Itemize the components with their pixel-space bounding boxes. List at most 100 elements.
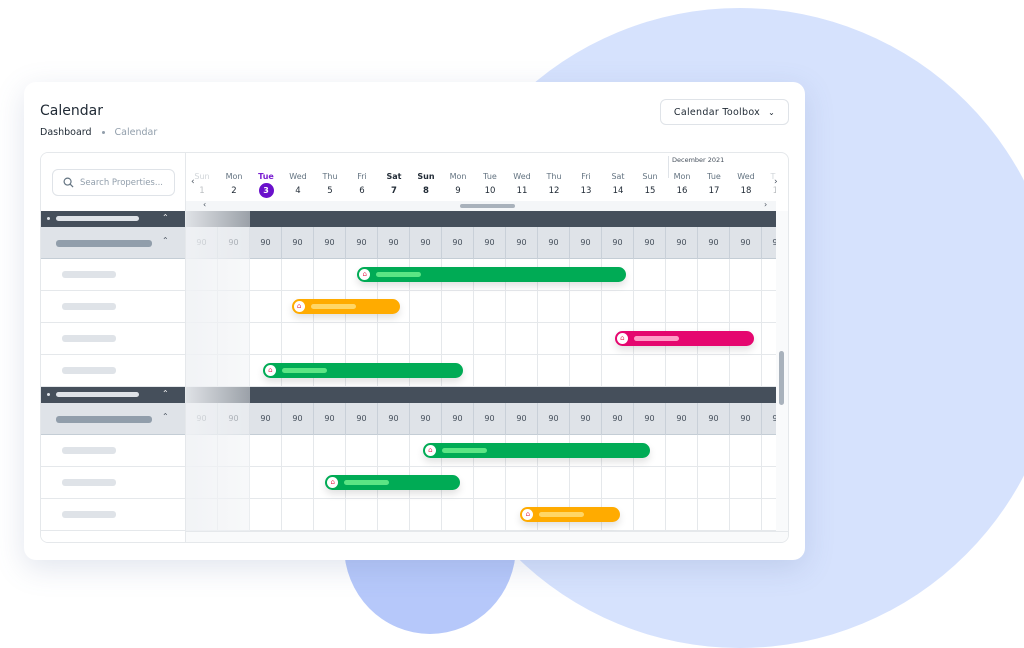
price-cell[interactable]: 90 [314, 403, 346, 435]
day-header[interactable]: Sun 8 [410, 172, 442, 196]
next-week-arrow[interactable]: › [774, 177, 778, 187]
price-cell[interactable]: 90 [378, 227, 410, 259]
group-header-row[interactable] [186, 211, 776, 227]
price-cell[interactable]: 90 [250, 227, 282, 259]
property-label-row[interactable] [41, 355, 185, 387]
price-cell[interactable]: 90 [634, 403, 666, 435]
property-label-row[interactable] [41, 467, 185, 499]
price-cell[interactable]: 90 [346, 227, 378, 259]
day-header[interactable]: Mon 16 [666, 172, 698, 196]
price-cell[interactable]: 90 [282, 227, 314, 259]
property-label-row[interactable] [41, 499, 185, 531]
group-header[interactable]: ⌃ [41, 387, 185, 403]
calendar-toolbox-button[interactable]: Calendar Toolbox ⌄ [660, 99, 789, 125]
day-header[interactable]: Fri 6 [346, 172, 378, 196]
vertical-scrollbar[interactable] [776, 211, 788, 531]
day-header[interactable]: Thu 19 [762, 172, 776, 196]
property-label-row[interactable] [41, 291, 185, 323]
price-cell[interactable]: 90 [282, 403, 314, 435]
price-cell[interactable]: 90 [538, 403, 570, 435]
group-header-row[interactable] [186, 387, 776, 403]
price-row: 90909090909090909090909090909090909090 [186, 403, 776, 435]
price-cell[interactable]: 90 [250, 403, 282, 435]
property-label-row[interactable] [41, 323, 185, 355]
price-cell[interactable]: 90 [378, 403, 410, 435]
search-input[interactable]: Search Properties... [52, 169, 175, 196]
price-cell[interactable]: 90 [442, 227, 474, 259]
booking-bar[interactable]: ⌂ [357, 267, 626, 282]
price-cell[interactable]: 90 [218, 403, 250, 435]
price-cell[interactable]: 90 [506, 403, 538, 435]
day-header[interactable]: Sun 1 [186, 172, 218, 196]
chevron-up-icon[interactable]: ⌃ [162, 412, 169, 421]
booking-bar[interactable]: ⌂ [614, 331, 754, 346]
property-label-row[interactable] [41, 259, 185, 291]
grid-line [761, 467, 762, 499]
price-cell[interactable]: 90 [666, 227, 698, 259]
price-cell[interactable]: 90 [570, 227, 602, 259]
day-number: 17 [708, 186, 720, 196]
day-header[interactable]: Mon 2 [218, 172, 250, 196]
booking-bar[interactable]: ⌂ [422, 443, 650, 458]
price-cell[interactable]: 90 [666, 403, 698, 435]
price-cell[interactable]: 90 [698, 227, 730, 259]
booking-bar[interactable]: ⌂ [262, 363, 463, 378]
price-cell[interactable]: 90 [730, 227, 762, 259]
price-cell[interactable]: 90 [186, 227, 218, 259]
price-cell[interactable]: 90 [602, 227, 634, 259]
price-cell[interactable]: 90 [762, 227, 776, 259]
property-group-row[interactable]: ⌃ [41, 227, 185, 259]
day-header[interactable]: Wed 4 [282, 172, 314, 196]
day-header[interactable]: Sat 14 [602, 172, 634, 196]
price-cell[interactable]: 90 [186, 403, 218, 435]
day-header[interactable]: Thu 5 [314, 172, 346, 196]
grid-line [249, 355, 250, 387]
day-header[interactable]: Mon 9 [442, 172, 474, 196]
price-cell[interactable]: 90 [570, 403, 602, 435]
vertical-scroll-thumb[interactable] [779, 351, 784, 405]
breadcrumb-dashboard[interactable]: Dashboard [40, 127, 92, 138]
price-cell[interactable]: 90 [474, 403, 506, 435]
price-cell[interactable]: 90 [634, 227, 666, 259]
scroll-right-arrow[interactable]: › [764, 200, 768, 209]
price-cell[interactable]: 90 [762, 403, 776, 435]
price-cell[interactable]: 90 [602, 403, 634, 435]
property-group-row[interactable]: ⌃ [41, 403, 185, 435]
chevron-up-icon[interactable]: ⌃ [162, 213, 169, 222]
price-cell[interactable]: 90 [538, 227, 570, 259]
grid-line [697, 499, 698, 531]
horizontal-scrollbar[interactable] [186, 201, 776, 211]
price-cell[interactable]: 90 [442, 403, 474, 435]
chevron-up-icon[interactable]: ⌃ [162, 236, 169, 245]
property-label-row[interactable] [41, 435, 185, 467]
price-cell[interactable]: 90 [314, 227, 346, 259]
price-cell[interactable]: 90 [730, 403, 762, 435]
day-header[interactable]: Sat 7 [378, 172, 410, 196]
booking-bar[interactable]: ⌂ [520, 507, 620, 522]
booking-bar[interactable]: ⌂ [325, 475, 460, 490]
chevron-up-icon[interactable]: ⌃ [162, 389, 169, 398]
scroll-left-arrow[interactable]: ‹ [203, 200, 207, 209]
day-header[interactable]: Thu 12 [538, 172, 570, 196]
price-cell[interactable]: 90 [218, 227, 250, 259]
price-cell[interactable]: 90 [698, 403, 730, 435]
price-cell[interactable]: 90 [474, 227, 506, 259]
prev-week-arrow[interactable]: ‹ [191, 177, 195, 187]
price-cell[interactable]: 90 [410, 227, 442, 259]
day-header[interactable]: Tue 17 [698, 172, 730, 196]
day-header[interactable]: Fri 13 [570, 172, 602, 196]
price-cell[interactable]: 90 [506, 227, 538, 259]
price-cell[interactable]: 90 [346, 403, 378, 435]
day-header[interactable]: Tue 10 [474, 172, 506, 196]
scroll-thumb[interactable] [460, 204, 515, 208]
group-header[interactable]: ⌃ [41, 211, 185, 227]
day-name: Mon [673, 172, 691, 181]
day-header[interactable]: Wed 18 [730, 172, 762, 196]
price-cell[interactable]: 90 [410, 403, 442, 435]
airbnb-icon: ⌂ [522, 509, 534, 520]
property-label-placeholder [62, 367, 116, 374]
day-header[interactable]: Tue 3 [250, 172, 282, 198]
day-header[interactable]: Sun 15 [634, 172, 666, 196]
day-header[interactable]: Wed 11 [506, 172, 538, 196]
booking-bar[interactable]: ⌂ [291, 299, 401, 314]
